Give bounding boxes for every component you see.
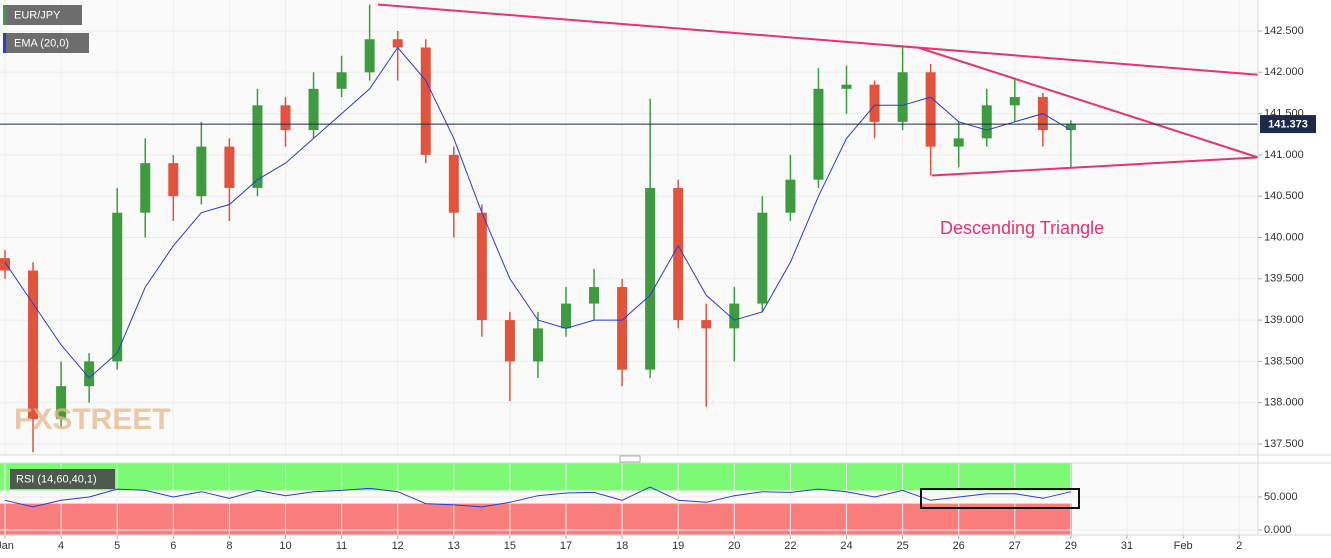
- x-tick-label: 5: [114, 540, 120, 552]
- candle-body: [196, 146, 207, 197]
- x-tick-label: 13: [448, 540, 460, 552]
- y-tick-label: 141.000: [1264, 149, 1304, 161]
- candle-body: [645, 187, 656, 370]
- y-tick-label: 142.000: [1264, 66, 1304, 78]
- candle-body: [476, 212, 487, 321]
- candle-body: [308, 88, 319, 131]
- candle-body: [981, 105, 992, 139]
- x-tick-label: 22: [784, 540, 796, 552]
- rsi-zone: [0, 463, 1072, 491]
- x-tick-label: 15: [504, 540, 516, 552]
- candle-body: [532, 328, 543, 362]
- legend-box: [3, 5, 82, 25]
- x-tick-label: Jan: [0, 540, 14, 552]
- candle-body: [785, 179, 796, 213]
- candle-body: [448, 154, 459, 213]
- panel-resize-handle[interactable]: [619, 455, 641, 463]
- candle-body: [561, 303, 571, 329]
- legend-swatch: [3, 5, 6, 25]
- y-tick-label: 139.500: [1264, 273, 1304, 285]
- candle-body: [953, 138, 964, 147]
- x-tick-label: 8: [226, 540, 232, 552]
- legend-label: EUR/JPY: [14, 9, 61, 21]
- candle-body: [1065, 124, 1076, 131]
- x-tick-label: 18: [616, 540, 628, 552]
- y-tick-label: 140.500: [1264, 190, 1304, 202]
- candle-body: [869, 84, 880, 122]
- x-tick-label: 31: [1121, 540, 1133, 552]
- trendline: [377, 3, 1259, 76]
- ema-line: [4, 46, 1072, 379]
- x-tick-label: 2: [1236, 540, 1242, 552]
- candle-body: [420, 47, 431, 155]
- annotation: Descending Triangle: [940, 218, 1104, 238]
- candle-body: [112, 212, 123, 362]
- candle-body: [0, 258, 10, 271]
- candle-body: [392, 39, 403, 48]
- last-price-label: 141.373: [1268, 118, 1308, 130]
- candle-body: [140, 163, 151, 213]
- x-tick-label: 17: [560, 540, 572, 552]
- candle-body: [757, 212, 768, 304]
- legend-price: EUR/JPY EMA (20,0): [3, 5, 89, 53]
- x-tick-label: 25: [896, 540, 908, 552]
- y-tick-label: 140.000: [1264, 231, 1304, 243]
- x-tick-label: 11: [336, 540, 347, 552]
- x-tick-label: 10: [279, 540, 291, 552]
- rsi-line: [4, 486, 1072, 508]
- candle-body: [28, 270, 39, 420]
- x-tick-label: 19: [672, 540, 684, 552]
- candle-body: [336, 72, 347, 89]
- candle-body: [252, 105, 263, 188]
- candle-body: [617, 287, 628, 370]
- y-tick-label: 137.500: [1264, 438, 1304, 450]
- x-tick-label: 29: [1065, 540, 1077, 552]
- candle-body: [897, 72, 908, 122]
- x-tick-label: 4: [58, 540, 64, 552]
- x-tick-label: 26: [953, 540, 965, 552]
- legend-label: RSI (14,60,40,1): [16, 473, 97, 485]
- legend-rsi: RSI (14,60,40,1): [10, 469, 115, 489]
- candle-body: [1009, 97, 1020, 106]
- candle-body: [168, 163, 179, 197]
- x-tick-label: 27: [1009, 540, 1021, 552]
- y-tick-label: 50.000: [1264, 491, 1298, 503]
- candle-body: [56, 386, 67, 420]
- candle-body: [673, 187, 684, 321]
- price-panel: [0, 0, 1258, 455]
- legend-label: EMA (20,0): [14, 37, 69, 49]
- legend-box: [3, 33, 89, 53]
- y-tick-label: 138.000: [1264, 397, 1304, 409]
- candle-body: [364, 39, 375, 73]
- x-tick-label: 6: [170, 540, 176, 552]
- legend-swatch: [3, 33, 6, 53]
- watermark: FXSTREET: [14, 403, 171, 436]
- candle-body: [925, 72, 936, 147]
- candle-body: [589, 287, 600, 304]
- candle-body: [84, 361, 95, 387]
- candle-body: [280, 105, 291, 131]
- y-tick-label: 0.000: [1264, 524, 1292, 536]
- x-tick-label: 24: [840, 540, 852, 552]
- legend-box: [10, 469, 115, 489]
- highlight-box: [920, 488, 1080, 509]
- layers: 137.500 138.000 138.500 139.000 139.500 140.0…: [0, 0, 1304, 552]
- trendline: [917, 46, 1259, 159]
- trendline: [931, 156, 1259, 177]
- x-tick-label: Feb: [1174, 540, 1193, 552]
- x-tick-label: 20: [728, 540, 740, 552]
- x-tick-label: 12: [392, 540, 404, 552]
- candle-body: [813, 88, 824, 180]
- candle-body: [224, 146, 235, 188]
- last-price-tag: [1260, 115, 1316, 134]
- y-tick-label: 139.000: [1264, 314, 1304, 326]
- candle-body: [504, 320, 515, 362]
- y-tick-label: 138.500: [1264, 355, 1304, 367]
- candle-body: [701, 320, 712, 329]
- candle-body: [729, 303, 740, 329]
- y-tick-label: 142.500: [1264, 25, 1304, 37]
- candle-body: [841, 84, 852, 89]
